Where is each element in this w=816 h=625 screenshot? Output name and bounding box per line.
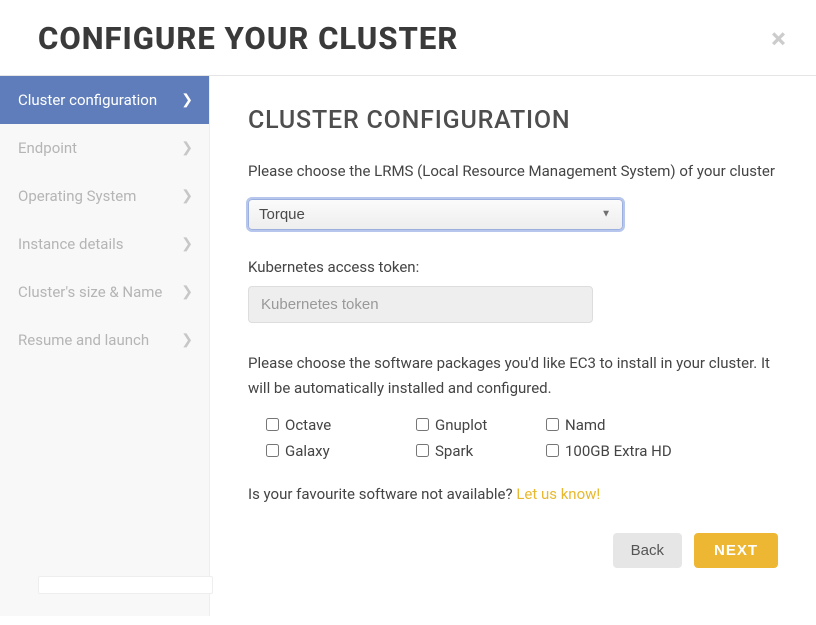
content-panel: CLUSTER CONFIGURATION Please choose the …: [210, 76, 816, 616]
kubernetes-token-input[interactable]: [248, 286, 593, 323]
section-title: CLUSTER CONFIGURATION: [248, 106, 778, 135]
chevron-right-icon: ❯: [181, 188, 193, 204]
chevron-right-icon: ❯: [181, 284, 193, 300]
package-spark[interactable]: Spark: [416, 442, 546, 460]
package-label: Octave: [285, 416, 331, 434]
sidebar-item-label: Operating System: [18, 187, 136, 205]
sidebar-item-resume-launch[interactable]: Resume and launch ❯: [0, 316, 209, 364]
chevron-right-icon: ❯: [181, 236, 193, 252]
package-checkbox[interactable]: [546, 444, 559, 457]
package-checkbox[interactable]: [546, 418, 559, 431]
lrms-description: Please choose the LRMS (Local Resource M…: [248, 159, 778, 185]
sidebar-item-label: Resume and launch: [18, 331, 149, 349]
package-label: Namd: [565, 416, 605, 434]
modal-header: CONFIGURE YOUR CLUSTER ×: [0, 0, 816, 76]
package-checkbox[interactable]: [416, 418, 429, 431]
sidebar-item-cluster-configuration[interactable]: Cluster configuration ❯: [0, 76, 209, 124]
package-extra-hd[interactable]: 100GB Extra HD: [546, 442, 706, 460]
let-us-know-link[interactable]: Let us know!: [516, 485, 600, 503]
sidebar-item-label: Cluster configuration: [18, 91, 157, 109]
sidebar-item-label: Cluster's size & Name: [18, 283, 162, 301]
chevron-right-icon: ❯: [181, 140, 193, 156]
package-namd[interactable]: Namd: [546, 416, 706, 434]
modal-title: CONFIGURE YOUR CLUSTER: [38, 20, 458, 57]
sidebar-item-cluster-size-name[interactable]: Cluster's size & Name ❯: [0, 268, 209, 316]
package-galaxy[interactable]: Galaxy: [266, 442, 416, 460]
configure-cluster-modal: CONFIGURE YOUR CLUSTER × Cluster configu…: [0, 0, 816, 616]
packages-grid: Octave Gnuplot Namd Galaxy Spark: [266, 416, 778, 460]
package-checkbox[interactable]: [266, 444, 279, 457]
close-icon[interactable]: ×: [771, 25, 786, 53]
lrms-select-wrap: Torque ▼: [248, 199, 623, 230]
packages-description: Please choose the software packages you'…: [248, 351, 778, 402]
sidebar-item-instance-details[interactable]: Instance details ❯: [0, 220, 209, 268]
chevron-right-icon: ❯: [181, 332, 193, 348]
sidebar-item-label: Instance details: [18, 235, 124, 253]
package-label: 100GB Extra HD: [565, 442, 672, 460]
sidebar-item-operating-system[interactable]: Operating System ❯: [0, 172, 209, 220]
package-gnuplot[interactable]: Gnuplot: [416, 416, 546, 434]
back-button[interactable]: Back: [613, 533, 682, 568]
lrms-select[interactable]: Torque: [248, 199, 623, 230]
package-label: Galaxy: [285, 442, 330, 460]
package-label: Gnuplot: [435, 416, 487, 434]
package-label: Spark: [435, 442, 473, 460]
sidebar-item-label: Endpoint: [18, 139, 77, 157]
sidebar-footer-box: [38, 576, 213, 594]
package-checkbox[interactable]: [266, 418, 279, 431]
next-button[interactable]: NEXT: [694, 533, 778, 568]
modal-body: Cluster configuration ❯ Endpoint ❯ Opera…: [0, 76, 816, 616]
wizard-sidebar: Cluster configuration ❯ Endpoint ❯ Opera…: [0, 76, 210, 616]
chevron-right-icon: ❯: [181, 92, 193, 108]
wizard-footer: Back NEXT: [248, 533, 778, 568]
package-checkbox[interactable]: [416, 444, 429, 457]
token-label: Kubernetes access token:: [248, 258, 778, 276]
sidebar-item-endpoint[interactable]: Endpoint ❯: [0, 124, 209, 172]
package-octave[interactable]: Octave: [266, 416, 416, 434]
favourite-software-prompt: Is your favourite software not available…: [248, 482, 778, 508]
